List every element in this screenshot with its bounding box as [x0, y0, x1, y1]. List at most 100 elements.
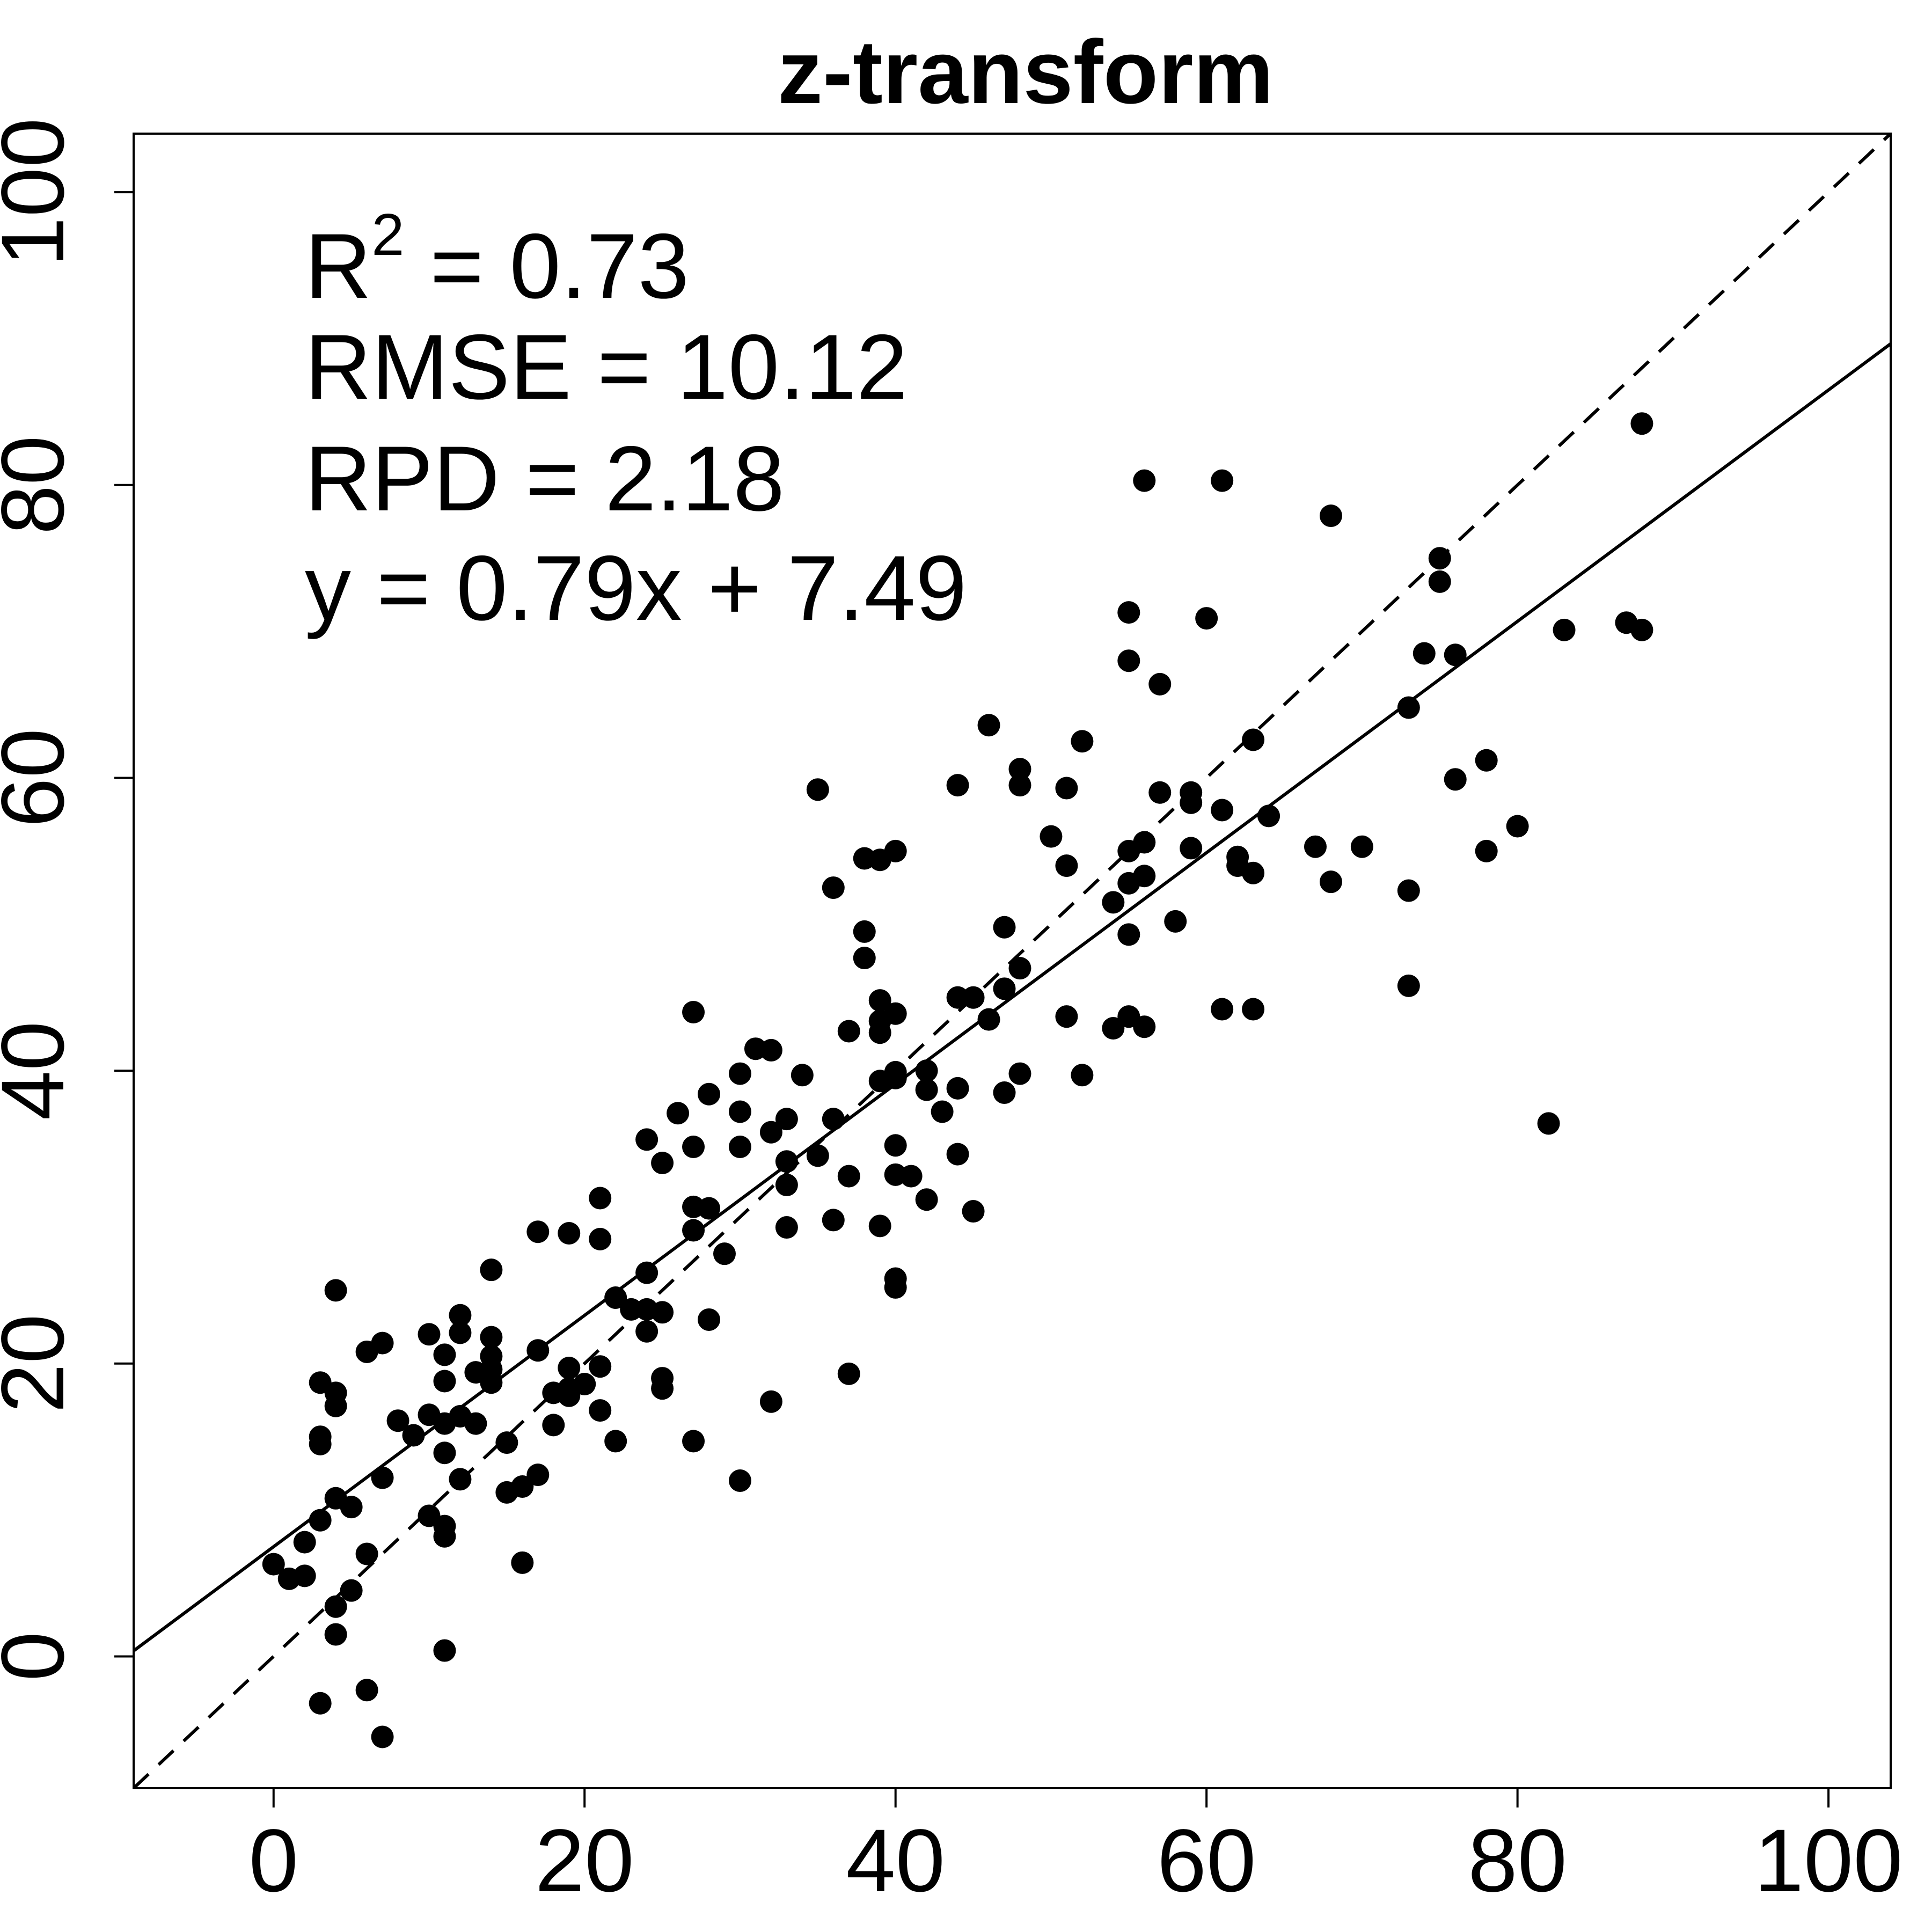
chart-title: z-transform	[778, 21, 1274, 122]
data-point	[433, 1441, 456, 1465]
data-point	[1008, 774, 1031, 797]
data-point	[775, 1216, 798, 1239]
data-point	[1397, 696, 1420, 719]
data-point	[635, 1128, 658, 1151]
data-point	[1133, 1015, 1156, 1038]
data-point	[480, 1371, 503, 1394]
y-axis: 0 20 40 60 80 100	[0, 118, 134, 1681]
data-point	[946, 1077, 969, 1100]
data-point	[1257, 804, 1280, 828]
data-point	[433, 1370, 456, 1393]
data-point	[837, 1165, 860, 1188]
rmse-label: RMSE = 10.12	[305, 316, 908, 419]
data-point	[853, 947, 876, 970]
data-point	[1319, 870, 1342, 894]
data-point	[1071, 1064, 1094, 1087]
x-tick-label: 40	[846, 1811, 945, 1911]
x-axis: 0 20 40 60 80 100	[249, 1788, 1903, 1911]
data-point	[542, 1414, 565, 1437]
data-point	[1211, 998, 1234, 1021]
data-point	[759, 1121, 782, 1144]
data-point	[1211, 469, 1234, 492]
data-point	[324, 1279, 347, 1302]
data-point	[977, 1008, 1000, 1031]
data-point	[355, 1679, 378, 1702]
x-tick-label: 60	[1157, 1811, 1256, 1911]
regression-equation: y = 0.79x + 7.49	[305, 537, 967, 640]
data-point	[667, 1102, 690, 1125]
data-point	[589, 1187, 612, 1210]
data-point	[682, 1000, 705, 1023]
data-point	[1304, 835, 1327, 858]
data-point	[1008, 758, 1031, 781]
data-point	[464, 1412, 487, 1435]
data-point	[651, 1152, 674, 1175]
data-point	[1553, 618, 1576, 641]
data-point	[1008, 1062, 1031, 1085]
data-point	[1506, 815, 1529, 838]
data-point	[418, 1323, 441, 1346]
data-point	[1133, 865, 1156, 888]
data-point	[324, 1595, 347, 1618]
data-point	[1428, 547, 1451, 570]
data-point	[449, 1304, 472, 1327]
data-point	[1630, 618, 1653, 641]
data-point	[853, 920, 876, 943]
data-point	[1475, 749, 1498, 772]
data-point	[558, 1356, 581, 1379]
data-point	[1242, 998, 1265, 1021]
data-point	[1397, 974, 1420, 997]
data-point	[620, 1298, 643, 1321]
data-point	[837, 1020, 860, 1043]
data-point	[324, 1623, 347, 1646]
r-squared-label: R2 = 0.73	[305, 202, 689, 318]
data-point	[1413, 642, 1436, 665]
data-point	[713, 1242, 736, 1265]
data-point	[511, 1551, 534, 1574]
data-point	[728, 1062, 751, 1085]
data-point	[1055, 854, 1078, 877]
x-tick-label: 80	[1468, 1811, 1567, 1911]
data-point	[946, 774, 969, 797]
data-point	[775, 1150, 798, 1173]
data-point	[1350, 835, 1373, 858]
data-point	[915, 1078, 938, 1101]
data-point	[1444, 643, 1467, 667]
data-point	[340, 1496, 363, 1519]
data-point	[1428, 570, 1451, 593]
data-point	[1102, 891, 1125, 914]
data-point	[1117, 923, 1140, 946]
data-point	[526, 1339, 550, 1362]
data-point	[371, 1331, 394, 1355]
data-point	[402, 1424, 425, 1447]
data-point	[526, 1463, 550, 1487]
data-point	[1242, 861, 1265, 884]
data-point	[293, 1531, 316, 1554]
data-point	[589, 1227, 612, 1250]
y-tick-label: 80	[0, 435, 83, 535]
data-point	[1164, 910, 1187, 933]
data-point	[1397, 879, 1420, 902]
data-point	[884, 1276, 907, 1299]
data-point	[837, 1362, 860, 1385]
data-point	[511, 1475, 534, 1498]
data-point	[993, 977, 1016, 1000]
data-point	[386, 1409, 409, 1432]
data-point	[651, 1301, 674, 1324]
data-point	[1040, 825, 1063, 848]
data-point	[449, 1468, 472, 1491]
data-point	[355, 1542, 378, 1565]
regression-line	[134, 342, 1891, 1652]
data-point	[1211, 799, 1234, 822]
data-point	[371, 1725, 394, 1748]
data-point	[1242, 728, 1265, 751]
data-point	[884, 839, 907, 862]
data-point	[1195, 607, 1218, 630]
data-point	[1630, 412, 1653, 435]
rpd-label: RPD = 2.18	[305, 427, 785, 530]
data-point	[262, 1553, 285, 1576]
data-point	[1117, 649, 1140, 672]
data-point	[931, 1100, 954, 1123]
data-point	[946, 1143, 969, 1166]
data-point	[635, 1261, 658, 1284]
